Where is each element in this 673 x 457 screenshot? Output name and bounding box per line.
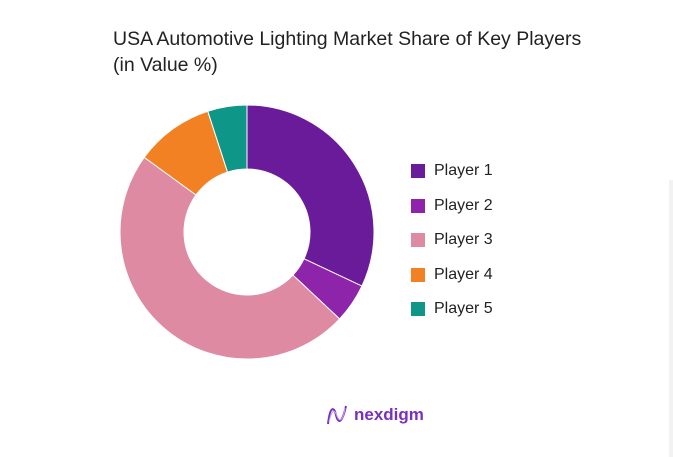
legend-item: Player 3	[411, 223, 493, 258]
legend-item: Player 1	[411, 154, 493, 189]
legend-label: Player 5	[434, 300, 493, 318]
slice-player-1	[246, 104, 375, 287]
page-edge	[669, 180, 673, 457]
logo-wave-icon	[327, 405, 347, 425]
legend-label: Player 3	[434, 231, 493, 249]
brand-name: nexdigm	[354, 405, 424, 424]
slice-player-5	[207, 104, 248, 173]
legend-label: Player 4	[434, 265, 493, 283]
nexdigm-logo: nexdigm	[326, 404, 424, 426]
title-line-1: USA Automotive Lighting Market Share of …	[113, 28, 582, 50]
legend-label: Player 2	[434, 196, 493, 214]
legend-label: Player 1	[434, 162, 493, 180]
legend-swatch	[411, 233, 425, 248]
legend: Player 1 Player 2 Player 3 Player 4 Player 5	[411, 154, 493, 327]
legend-swatch	[411, 198, 425, 213]
chart-title: USA Automotive Lighting Market Share of …	[113, 26, 581, 78]
title-line-2: (in Value %)	[113, 54, 218, 76]
slice-player-3	[119, 156, 341, 360]
legend-item: Player 5	[411, 292, 493, 327]
legend-item: Player 2	[411, 189, 493, 224]
legend-item: Player 4	[411, 258, 493, 293]
legend-swatch	[411, 164, 425, 179]
legend-swatch	[411, 267, 425, 282]
legend-swatch	[411, 302, 425, 317]
